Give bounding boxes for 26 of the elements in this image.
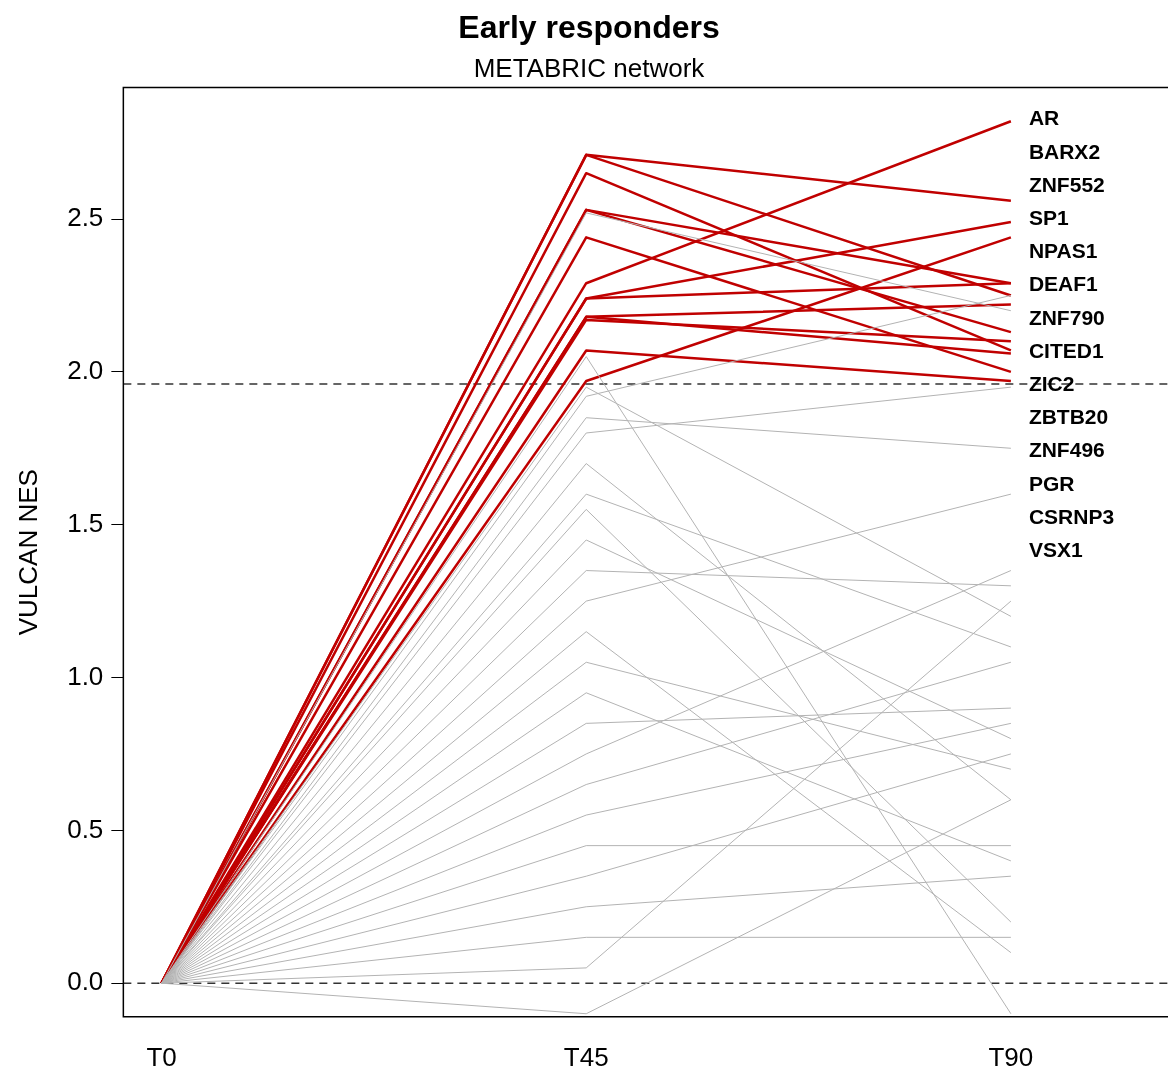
y-tick-label: 2.5 <box>67 202 104 233</box>
y-tick-label: 0.0 <box>67 966 104 997</box>
annotation: CITED1 <box>1028 338 1104 362</box>
annotation: SP1 <box>1028 206 1069 229</box>
annotation: BARX2 <box>1028 139 1101 163</box>
x-tick-label: T90 <box>988 1041 1034 1072</box>
chart-subtitle: METABRIC network <box>473 53 706 84</box>
annotation: ZBTB20 <box>1028 405 1109 429</box>
chart-title: Early responders <box>458 9 720 46</box>
x-tick-label: T45 <box>563 1041 609 1072</box>
annotation: ZNF552 <box>1028 172 1105 196</box>
x-tick-label: T0 <box>146 1041 177 1072</box>
y-tick-label: 1.0 <box>67 660 104 691</box>
annotation: ZIC2 <box>1028 372 1075 395</box>
y-axis-title: VULCAN NES <box>12 469 43 636</box>
annotation: ZNF790 <box>1028 305 1105 329</box>
annotation: ZNF496 <box>1028 438 1105 462</box>
annotation: VSX1 <box>1028 538 1083 561</box>
y-tick-label: 1.5 <box>67 507 104 538</box>
annotation: NPAS1 <box>1028 239 1098 263</box>
y-tick-label: 2.0 <box>67 355 104 386</box>
y-tick-label: 0.5 <box>67 813 104 844</box>
annotation: PGR <box>1028 471 1075 495</box>
annotation: AR <box>1028 106 1060 130</box>
annotation: CSRNP3 <box>1028 504 1115 528</box>
annotation: DEAF1 <box>1028 272 1099 296</box>
